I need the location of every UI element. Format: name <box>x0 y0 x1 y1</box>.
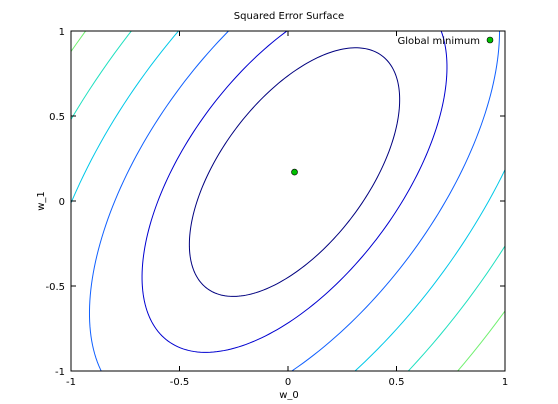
y-tick-label: 0.5 <box>49 112 65 123</box>
x-tick-label: -0.5 <box>170 377 190 388</box>
legend-label-global-minimum: Global minimum <box>397 36 480 47</box>
y-tick-label: 0 <box>59 197 65 208</box>
x-tick-label: 1 <box>502 377 508 388</box>
legend-marker-global-minimum <box>487 37 493 43</box>
x-axis-label: w_0 <box>279 390 299 400</box>
y-tick-label: 1 <box>59 27 65 38</box>
x-tick-label: 0.5 <box>389 377 405 388</box>
x-tick-label: -1 <box>66 377 76 388</box>
chart-title: Squared Error Surface <box>234 11 344 22</box>
y-tick-label: -1 <box>55 367 65 378</box>
global-minimum-marker <box>292 169 298 175</box>
minimum-marker-layer <box>292 169 298 175</box>
y-tick-label: -0.5 <box>45 282 65 293</box>
x-tick-label: 0 <box>285 377 291 388</box>
plot-background <box>71 31 505 371</box>
y-axis-label: w_1 <box>36 191 47 211</box>
legend: Global minimum <box>397 36 493 47</box>
